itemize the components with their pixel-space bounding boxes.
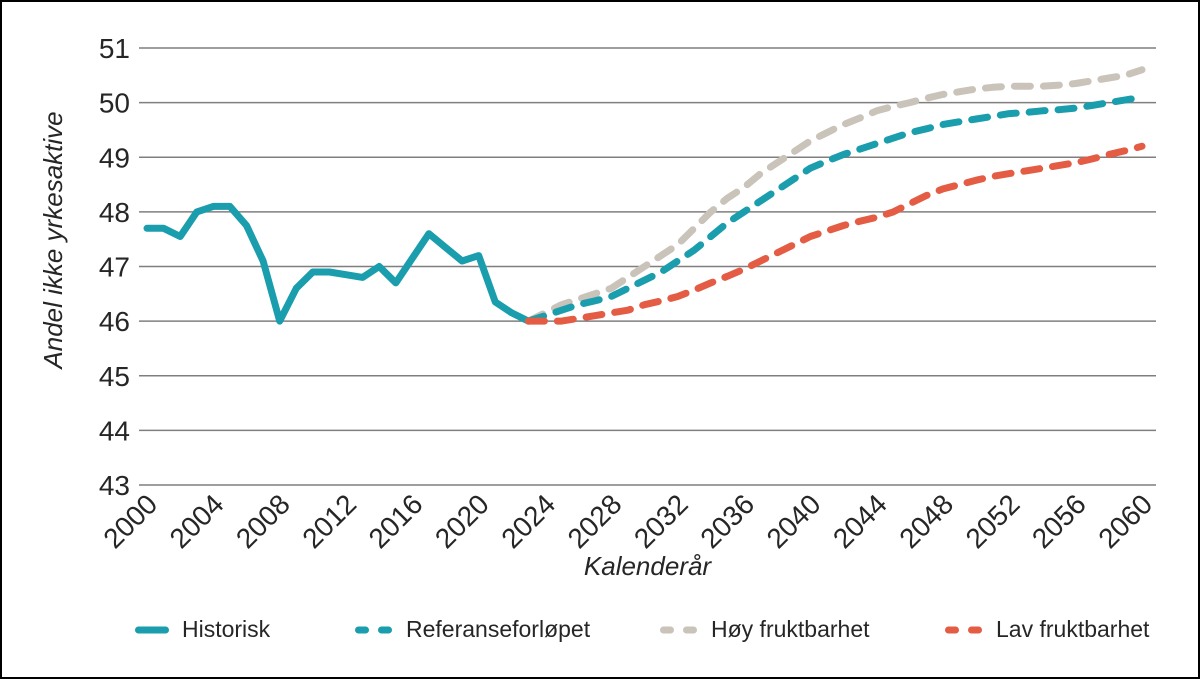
x-tick-label-2032: 2032 <box>628 488 694 554</box>
y-tick-label-46: 46 <box>99 306 130 337</box>
series-line-referanseforl-pet <box>524 93 1146 325</box>
x-tick-label-2052: 2052 <box>960 488 1026 554</box>
y-tick-label-47: 47 <box>99 252 130 283</box>
x-tick-label-2044: 2044 <box>827 488 893 554</box>
legend-label-lav-fruktbarhet: Lav fruktbarhet <box>996 616 1150 642</box>
x-tick-label-2012: 2012 <box>296 488 362 554</box>
x-tick-label-2004: 2004 <box>164 488 230 554</box>
x-tick-label-2020: 2020 <box>429 488 495 554</box>
y-tick-label-50: 50 <box>99 88 130 119</box>
x-axis-title: Kalenderår <box>584 551 713 581</box>
x-tick-label-2056: 2056 <box>1026 488 1092 554</box>
legend-item-historisk: Historisk <box>135 618 270 641</box>
historisk-line-marker <box>135 626 169 633</box>
lav-fruktbarhet-dashed-marker <box>945 626 982 633</box>
legend-item-referanseforlopet: Referanseforløpet <box>355 618 590 641</box>
x-tick-label-2008: 2008 <box>230 488 296 554</box>
hoy-fruktbarhet-dashed-marker <box>660 626 697 633</box>
y-tick-label-49: 49 <box>99 142 130 173</box>
x-tick-label-2060: 2060 <box>1092 488 1158 554</box>
referanseforlopet-dashed-marker <box>355 626 392 633</box>
y-tick-label-43: 43 <box>99 470 130 501</box>
series-line-historisk <box>143 202 532 325</box>
legend-label-historisk: Historisk <box>182 616 271 642</box>
series-line-h-y-fruktbarhet <box>524 66 1146 325</box>
y-tick-label-44: 44 <box>99 415 130 446</box>
x-tick-label-2016: 2016 <box>363 488 429 554</box>
legend-label-referanseforlopet: Referanseforløpet <box>406 616 591 642</box>
x-tick-label-2040: 2040 <box>761 488 827 554</box>
y-tick-label-48: 48 <box>99 197 130 228</box>
x-tick-label-2036: 2036 <box>694 488 760 554</box>
legend-label-hoy-fruktbarhet: Høy fruktbarhet <box>711 616 870 642</box>
y-tick-label-51: 51 <box>99 33 130 64</box>
chart-legend: Historisk Referanseforløpet Høy fruktbar… <box>2 606 1198 658</box>
x-tick-label-2048: 2048 <box>893 488 959 554</box>
legend-item-hoy-fruktbarhet: Høy fruktbarhet <box>660 618 870 641</box>
y-axis-title: Andel ikke yrkesaktive <box>38 111 68 370</box>
y-tick-label-45: 45 <box>99 361 130 392</box>
series-line-lav-fruktbarhet <box>524 142 1146 325</box>
legend-item-lav-fruktbarhet: Lav fruktbarhet <box>945 618 1149 641</box>
x-tick-label-2024: 2024 <box>495 488 561 554</box>
x-tick-label-2028: 2028 <box>562 488 628 554</box>
